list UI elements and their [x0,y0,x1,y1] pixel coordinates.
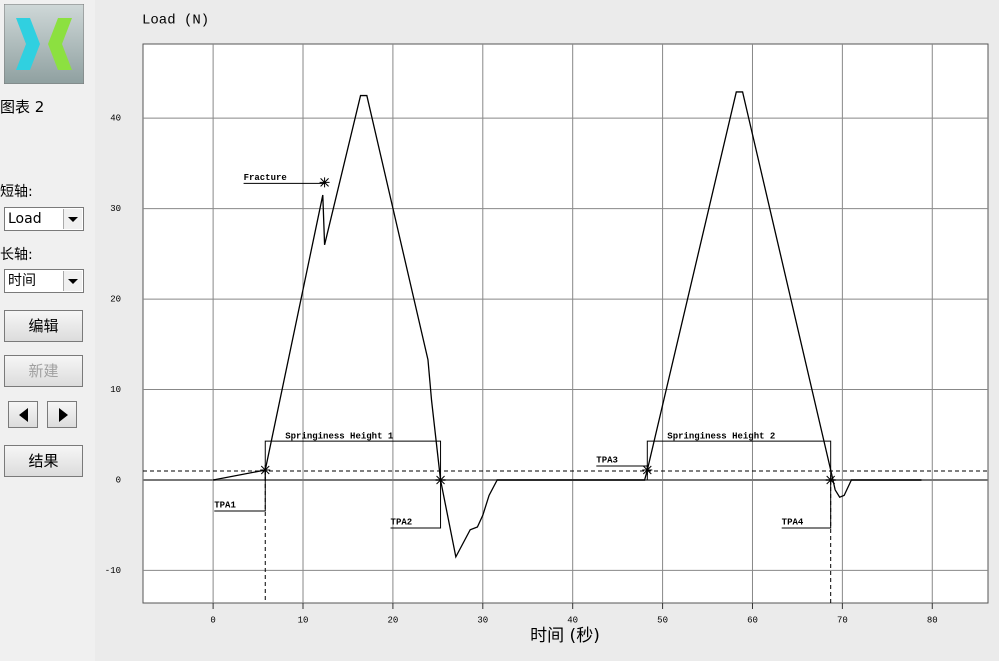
annotation-label: TPA1 [214,500,236,510]
y-tick-label: 0 [116,475,121,485]
x-tick-label: 30 [477,615,488,625]
long-axis-label: 长轴: [0,247,33,263]
springiness-bracket [646,440,832,480]
y-tick-label: 30 [110,204,121,214]
short-axis-select[interactable]: Load [4,207,84,231]
chart-name: 图表 2 [0,98,45,116]
annotation-marker [319,177,330,188]
springiness-bracket [264,440,442,480]
springiness-label: Springiness Height 1 [285,431,394,441]
springiness-label: Springiness Height 2 [667,431,775,441]
short-axis-value: Load [8,211,42,227]
plot-area [142,43,989,604]
x-axis-label: 时间 (秒) [530,626,600,646]
y-tick-label: -10 [105,566,121,576]
x-tick-label: 10 [298,615,309,625]
long-axis-value: 时间 [8,273,36,289]
annotation-marker [260,465,271,476]
annotation-label: Fracture [244,173,287,183]
dropdown-arrow [63,271,82,291]
prev-button[interactable] [8,401,38,428]
annotation-label: TPA3 [596,455,618,465]
y-tick-label: 40 [110,114,121,124]
logo [4,4,84,84]
sidebar: 图表 2 短轴: Load 长轴: 时间 编辑 新建 结果 [0,0,95,661]
x-tick-label: 60 [747,615,758,625]
x-tick-label: 80 [927,615,938,625]
edit-button[interactable]: 编辑 [4,310,83,342]
x-tick-label: 20 [387,615,398,625]
result-button[interactable]: 结果 [4,445,83,477]
annotation-leader [214,470,266,512]
x-tick-label: 40 [567,615,578,625]
y-tick-label: 20 [110,294,121,304]
annotation-marker [642,465,653,476]
x-tick-label: 0 [210,615,215,625]
long-axis-select[interactable]: 时间 [4,269,84,293]
chart: Load (N) 时间 (秒) 0 10 20 30 40 50 60 70 80 -10 0 10 2… [95,0,999,661]
annotation-marker [435,474,446,485]
data-line [212,91,922,559]
x-tick-label: 50 [657,615,668,625]
annotation-marker [825,474,836,485]
next-button[interactable] [47,401,77,428]
annotation-label: TPA2 [391,517,413,527]
new-button[interactable]: 新建 [4,355,83,387]
chart-title: Load (N) [142,13,209,29]
dropdown-arrow [63,209,82,229]
x-tick-label: 70 [837,615,848,625]
short-axis-label: 短轴: [0,184,33,200]
annotation-label: TPA4 [782,517,804,527]
annotation-leader [390,479,442,529]
y-tick-label: 10 [110,385,121,395]
